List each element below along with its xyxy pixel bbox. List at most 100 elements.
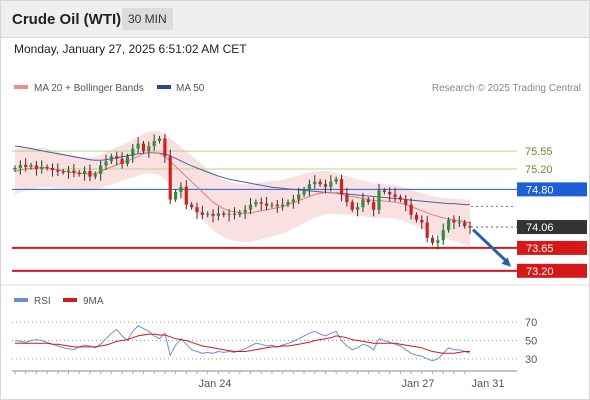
candle-body <box>270 204 274 206</box>
header-bar: Crude Oil (WTI) 30 MIN <box>1 1 589 38</box>
last-price-badge <box>517 220 587 235</box>
time-tick-label: Jan 31 <box>471 378 504 390</box>
bollinger-band-fill <box>15 130 470 246</box>
arrow-head <box>501 257 511 267</box>
candle-body <box>318 181 322 185</box>
candle-body <box>168 156 172 200</box>
support-label: 73.65 <box>526 243 554 255</box>
candle-body <box>414 214 419 220</box>
timestamp: Monday, January 27, 2025 6:51:02 AM CET <box>14 42 247 56</box>
candle-body <box>195 207 199 213</box>
candle-body <box>131 148 135 157</box>
candle-body <box>13 167 17 170</box>
candle-body <box>297 194 301 200</box>
rsi-tick-label: 70 <box>525 317 537 329</box>
candle-body <box>329 181 333 187</box>
candle-body <box>430 237 435 243</box>
main-legend: MA 20 + Bollinger Bands MA 50 Research ©… <box>14 83 581 94</box>
candle-body <box>436 240 440 243</box>
candle-body <box>339 179 344 195</box>
legend-swatch-ma50 <box>157 85 171 89</box>
candle-body <box>24 164 28 167</box>
resistance-label: 75.55 <box>525 146 553 158</box>
candle-body <box>163 138 167 157</box>
candle-body <box>463 222 467 227</box>
candle-body <box>452 219 456 223</box>
support-badge <box>517 263 587 278</box>
rsi-tick-label: 30 <box>525 354 537 366</box>
candle-body <box>264 203 269 206</box>
candle-body <box>82 171 87 175</box>
candle-body <box>147 146 151 152</box>
candle-body <box>259 202 263 204</box>
candle-body <box>388 191 392 195</box>
candle-body <box>334 179 338 182</box>
candle-body <box>313 181 317 185</box>
candle-body <box>377 190 381 210</box>
candle-body <box>291 199 295 203</box>
candle-body <box>99 165 103 175</box>
candle-body <box>40 166 44 169</box>
candle-body <box>404 199 408 205</box>
candle-body <box>93 174 97 177</box>
candle-body <box>227 213 231 215</box>
candle-body <box>254 202 258 205</box>
pivot-badge <box>517 182 587 197</box>
candle-body <box>382 190 386 192</box>
arrow-shaft <box>471 228 509 263</box>
candle-body <box>29 165 33 167</box>
candle-body <box>141 143 146 152</box>
time-tick-label: Jan 24 <box>198 378 231 390</box>
candle-body <box>425 222 429 238</box>
candle-body <box>56 170 60 172</box>
candle-body <box>125 156 130 164</box>
candle-body <box>275 204 279 207</box>
candle-body <box>115 156 119 159</box>
price-levels: 75.55 75.20 74.80 74.06 73.65 73.20 <box>12 146 587 278</box>
legend-swatch-rsi <box>14 298 28 302</box>
candle-body <box>238 212 242 215</box>
candle-body <box>61 171 65 173</box>
candle-body <box>157 138 162 141</box>
candle-body <box>18 164 22 168</box>
candle-body <box>286 202 290 205</box>
last-price-label: 74.06 <box>526 222 554 234</box>
candle-body <box>216 213 221 216</box>
candle-body <box>222 213 226 215</box>
candle-body <box>468 226 472 228</box>
candle-body <box>45 166 49 168</box>
legend-label-rsi: RSI <box>34 296 51 307</box>
candle-body <box>104 161 108 166</box>
rsi-panel: 70 50 30 <box>12 317 537 366</box>
candle-body <box>243 209 247 213</box>
rsi-tick-label: 50 <box>525 336 537 348</box>
legend-label-ma20: MA 20 + Bollinger Bands <box>34 83 144 94</box>
candle-body <box>200 212 204 215</box>
candle-body <box>393 194 397 197</box>
candle-body <box>232 213 237 215</box>
candle-body <box>66 170 71 173</box>
candle-body <box>88 171 92 177</box>
support-label: 73.20 <box>526 266 554 278</box>
support-badge <box>517 240 587 255</box>
pivot-label: 74.80 <box>526 184 554 196</box>
candle-body <box>34 165 39 169</box>
ma50-line <box>14 145 470 206</box>
candle-body <box>152 141 156 147</box>
time-tick-label: Jan 27 <box>401 378 434 390</box>
instrument-title: Crude Oil (WTI) <box>12 11 122 28</box>
candle-body <box>323 184 328 187</box>
candle-body <box>361 199 365 208</box>
candle-body <box>120 158 124 164</box>
credit-text: Research © 2025 Trading Central <box>432 83 581 94</box>
candle-body <box>136 143 140 149</box>
timeframe-badge[interactable]: 30 MIN <box>122 8 173 30</box>
resistance-label: 75.20 <box>525 164 553 176</box>
candle-body <box>409 204 413 215</box>
legend-label-ma50: MA 50 <box>176 83 205 94</box>
candle-body <box>398 197 403 200</box>
candle-body <box>446 219 451 231</box>
candle-body <box>72 170 76 173</box>
